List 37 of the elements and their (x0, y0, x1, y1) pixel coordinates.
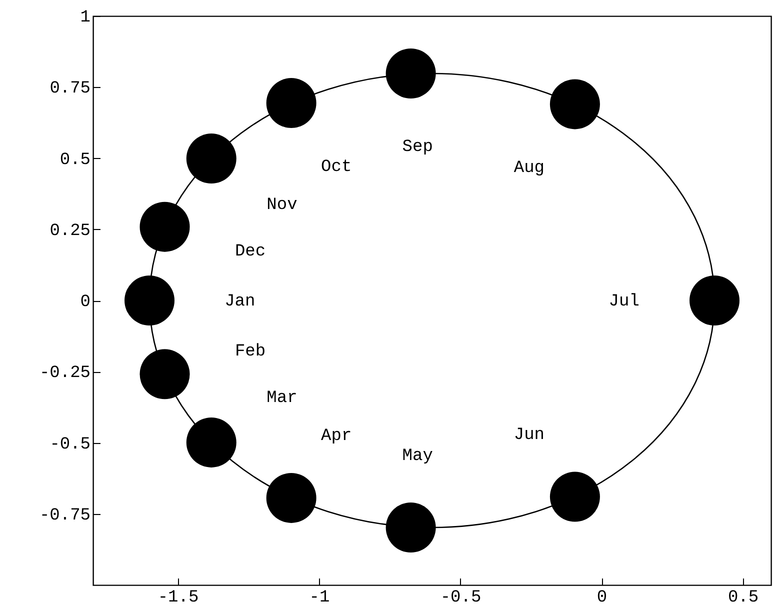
y-tick-label: -0.5 (50, 435, 90, 454)
y-tick-label: -0.25 (39, 364, 90, 384)
x-tick-label: 0 (596, 588, 608, 608)
point (550, 472, 600, 522)
y-tick-label: 1 (80, 8, 90, 28)
point (124, 276, 174, 326)
annotation: Aug (514, 159, 545, 178)
point (140, 349, 190, 400)
annotation: Apr (321, 426, 352, 446)
point (140, 202, 190, 252)
annotation: Oct (321, 158, 352, 178)
y-tick-label: 0.25 (50, 222, 90, 241)
point (386, 48, 436, 98)
point (266, 78, 316, 128)
annotation: Mar (266, 389, 298, 408)
point (266, 472, 316, 523)
annotation: Jan (224, 292, 256, 312)
y-tick-label: 0.5 (60, 150, 90, 170)
y-tick-label: -0.75 (39, 506, 90, 526)
y-tick-label: 0.75 (50, 80, 90, 99)
annotation: Sep (402, 138, 433, 158)
annotation: Dec (234, 242, 266, 262)
annotation: Feb (234, 342, 266, 362)
annotation: May (402, 446, 433, 466)
point (186, 418, 236, 468)
annotation: Jul (608, 292, 640, 312)
y-tick-label: 0 (80, 293, 90, 312)
point (550, 79, 600, 130)
x-tick-label: 0.5 (728, 588, 759, 608)
annotation: Jun (514, 426, 545, 445)
x-tick-label: -0.5 (440, 588, 482, 608)
x-tick-label: -1.5 (158, 588, 199, 608)
point (690, 276, 740, 326)
point (386, 502, 436, 552)
annotation: Nov (266, 196, 298, 215)
point (186, 134, 236, 184)
x-tick-label: -1 (309, 588, 330, 608)
